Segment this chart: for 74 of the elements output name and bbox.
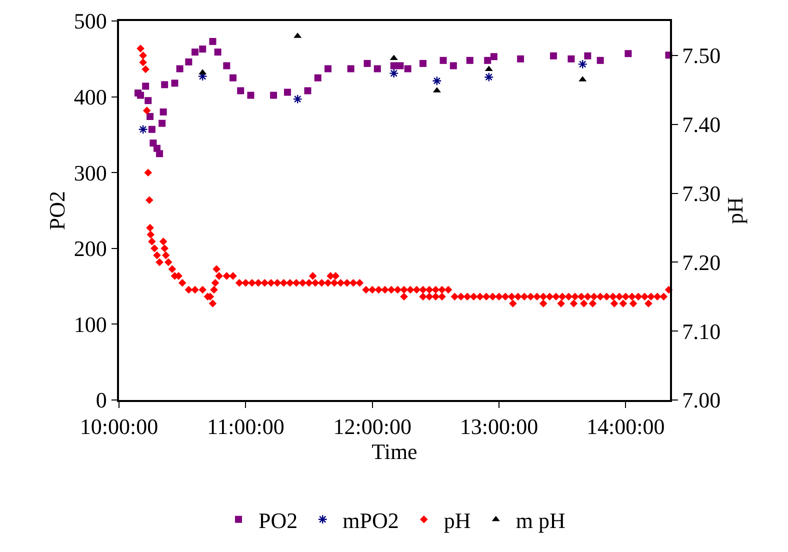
y2-tick-label: 7.30	[682, 180, 721, 206]
x-axis-title: Time	[372, 439, 418, 464]
y2-tick-label: 7.10	[682, 318, 721, 344]
legend-label: m pH	[516, 508, 566, 533]
point	[192, 48, 198, 56]
point	[440, 56, 447, 64]
point	[138, 124, 148, 134]
point	[214, 48, 222, 56]
point	[198, 72, 208, 82]
point	[484, 56, 492, 64]
y2-tick-label: 7.50	[682, 43, 721, 68]
point	[324, 65, 332, 72]
point	[161, 81, 168, 88]
point	[578, 59, 588, 70]
x-tick-label: 12:00:00	[333, 414, 412, 440]
x-tick-label: 13:00:00	[460, 414, 538, 440]
point	[550, 52, 557, 60]
y-tick-label: 0	[96, 388, 107, 413]
point	[158, 120, 166, 127]
point	[137, 92, 144, 99]
y-tick-label: 200	[74, 236, 107, 262]
point	[156, 150, 164, 158]
point	[347, 65, 354, 72]
point	[624, 50, 632, 58]
y2-axis-title: pH	[722, 196, 748, 224]
y-axis-title: PO2	[44, 190, 70, 230]
point	[284, 88, 291, 96]
point	[160, 108, 167, 116]
y2-tick-label: 7.00	[682, 388, 721, 413]
point	[314, 74, 322, 82]
point	[484, 72, 494, 82]
legend-label: pH	[444, 508, 471, 533]
point	[270, 92, 278, 99]
point	[171, 80, 178, 87]
x-tick-label: 10:00:00	[80, 414, 158, 440]
point	[247, 92, 254, 99]
point	[450, 62, 457, 70]
point	[364, 60, 371, 67]
y-tick-label: 100	[74, 312, 107, 337]
point	[466, 56, 474, 64]
point	[396, 62, 404, 70]
legend-label: PO2	[258, 508, 298, 533]
point	[144, 97, 152, 104]
point	[199, 46, 206, 53]
point	[146, 113, 154, 120]
point	[584, 52, 592, 60]
x-tick-label: 11:00:00	[206, 414, 284, 440]
y-tick-label: 400	[74, 84, 107, 110]
y-tick-label: 500	[74, 8, 107, 34]
point	[209, 38, 216, 45]
point	[420, 60, 426, 67]
point	[185, 58, 192, 66]
point	[176, 65, 184, 72]
legend-label: mPO2	[342, 508, 399, 533]
point	[304, 87, 312, 94]
point	[237, 87, 244, 94]
point	[404, 65, 412, 72]
point	[389, 68, 399, 78]
point	[150, 140, 157, 147]
y2-tick-label: 7.40	[682, 112, 721, 138]
point	[292, 94, 302, 104]
point	[142, 82, 150, 90]
point	[568, 55, 575, 62]
point	[596, 56, 604, 64]
point	[374, 65, 381, 72]
point	[490, 53, 498, 60]
point	[432, 76, 442, 86]
point	[517, 55, 524, 62]
x-tick-label: 14:00:00	[586, 414, 665, 440]
point	[148, 126, 156, 133]
point	[230, 74, 236, 82]
y2-tick-label: 7.20	[682, 250, 721, 275]
point	[223, 62, 230, 70]
y-tick-label: 300	[74, 160, 107, 186]
